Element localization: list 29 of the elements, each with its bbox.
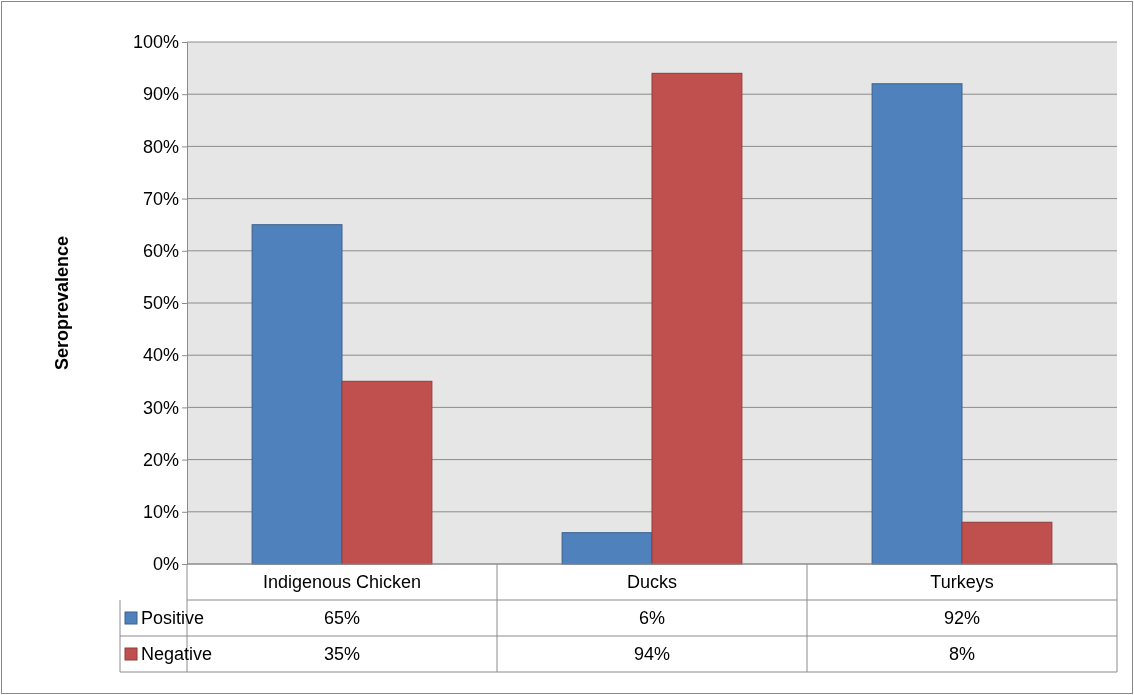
data-label: 92%: [943, 608, 981, 628]
legend-label: Positive: [141, 608, 205, 628]
x-tick-label: Ducks: [626, 572, 678, 592]
bar: [561, 532, 653, 565]
y-tick-label: 90%: [142, 84, 179, 105]
x-tick-label: Indigenous Chicken: [262, 572, 422, 592]
data-label: 94%: [633, 644, 671, 664]
bar: [871, 83, 963, 565]
data-label: 6%: [638, 608, 666, 628]
bar: [341, 380, 433, 565]
y-tick-label: 30%: [142, 397, 179, 418]
y-tick-label: 0%: [152, 554, 179, 575]
y-tick-label: 70%: [142, 188, 179, 209]
y-tick-label: 60%: [142, 241, 179, 262]
y-tick-label: 40%: [142, 345, 179, 366]
y-tick-label: 20%: [142, 449, 179, 470]
y-tick-label: 80%: [142, 136, 179, 157]
data-label: 35%: [323, 644, 361, 664]
y-tick-label: 10%: [142, 502, 179, 523]
legend-label: Negative: [141, 644, 213, 664]
bar: [651, 72, 743, 565]
bar: [961, 521, 1053, 565]
y-tick-label: 50%: [142, 293, 179, 314]
bar: [251, 224, 343, 565]
data-label: 8%: [948, 644, 976, 664]
y-axis-title: Seroprevalence: [52, 235, 72, 371]
y-tick-label: 100%: [132, 32, 179, 53]
data-label: 65%: [323, 608, 361, 628]
x-tick-label: Turkeys: [930, 572, 994, 592]
